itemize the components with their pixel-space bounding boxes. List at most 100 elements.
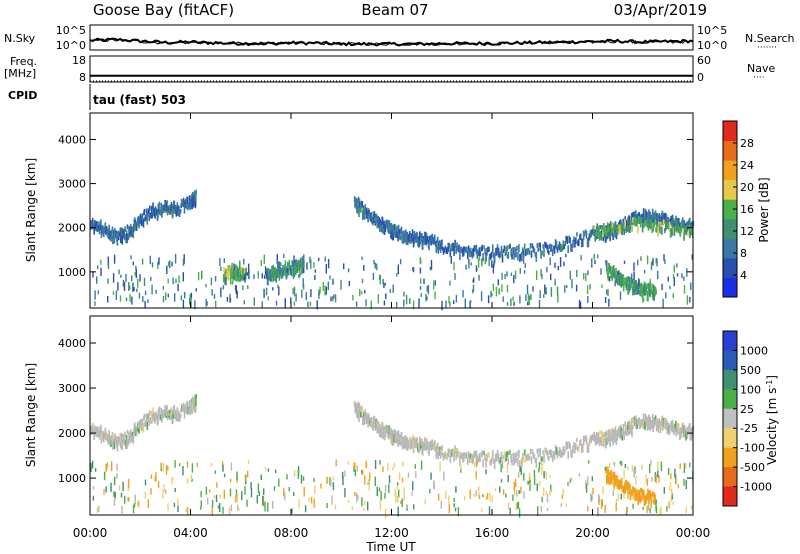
power-echo	[330, 296, 332, 302]
power-echo	[325, 264, 327, 274]
velocity-echo	[566, 441, 568, 450]
velocity-echo	[427, 445, 429, 450]
power-echo	[570, 243, 572, 252]
velocity-echo	[363, 416, 366, 425]
beam-label: Beam 07	[361, 1, 428, 19]
power-echo	[98, 227, 101, 235]
velocity-echo	[273, 486, 276, 491]
power-echo	[564, 241, 567, 246]
power-echo	[125, 274, 127, 283]
power-echo	[381, 217, 384, 225]
power-echo	[514, 247, 516, 257]
power-echo	[277, 262, 279, 269]
power-echo	[601, 226, 603, 231]
velocity-echo	[634, 487, 636, 497]
power-echo	[675, 215, 677, 225]
power-echo	[606, 261, 608, 271]
power-echo	[627, 225, 629, 232]
power-echo	[587, 295, 589, 303]
power-echo	[686, 295, 689, 305]
velocity-echo	[247, 470, 249, 478]
power-echo	[541, 250, 543, 256]
velocity-echo	[173, 405, 176, 411]
velocity-echo	[164, 407, 167, 417]
power-echo	[237, 268, 239, 278]
power-echo	[649, 223, 652, 230]
velocity-echo	[172, 411, 175, 419]
velocity-echo	[180, 408, 182, 413]
power-echo	[223, 266, 225, 273]
power-echo	[519, 295, 521, 304]
xtick-label: 20:00	[575, 526, 610, 540]
velocity-echo	[418, 442, 421, 453]
power-echo	[316, 300, 318, 310]
velocity-echo	[190, 474, 193, 481]
velocity-echo	[509, 449, 511, 455]
velocity-echo	[605, 438, 607, 448]
velocity-echo	[582, 436, 585, 446]
power-echo	[670, 228, 673, 237]
power-echo	[214, 276, 217, 282]
power-echo	[288, 259, 291, 269]
power-echo	[559, 243, 562, 253]
power-echo	[615, 230, 618, 236]
velocity-echo	[635, 475, 637, 485]
velocity-echo	[145, 419, 147, 426]
nsearch-label: N.Search	[745, 32, 795, 45]
power-echo	[383, 228, 386, 235]
power-echo	[575, 284, 578, 292]
power-echo	[292, 275, 295, 279]
power-echo	[183, 205, 186, 214]
power-echo	[450, 256, 452, 264]
power-echo	[419, 231, 421, 239]
power-echo	[666, 223, 669, 229]
power-echo	[270, 274, 273, 282]
velocity-echo	[133, 502, 136, 508]
velocity-echo	[537, 506, 539, 517]
power-echo	[119, 295, 122, 302]
velocity-echo	[627, 466, 629, 470]
power-echo	[524, 248, 527, 257]
velocity-echo	[502, 489, 505, 496]
power-echo	[189, 200, 192, 211]
power-echo	[472, 279, 474, 283]
power-echo	[504, 273, 506, 280]
power-echo	[607, 231, 609, 239]
power-echo	[576, 269, 578, 277]
velocity-echo	[607, 429, 610, 435]
velocity-echo	[428, 448, 430, 457]
velocity-echo	[238, 507, 240, 511]
velocity-echo	[150, 410, 153, 421]
power-echo	[325, 286, 327, 295]
velocity-echo	[403, 492, 405, 501]
power-echo	[619, 291, 622, 300]
velocity-echo	[390, 435, 392, 445]
power-echo	[502, 249, 505, 254]
velocity-echo	[293, 469, 296, 477]
velocity-echo	[274, 469, 277, 474]
velocity-echo	[392, 467, 394, 471]
velocity-echo	[533, 469, 536, 476]
power-echo	[472, 284, 475, 292]
power-echo	[442, 247, 445, 255]
power-echo	[433, 236, 436, 245]
velocity-echo	[415, 438, 418, 449]
power-echo	[536, 243, 539, 248]
power-echo	[263, 275, 266, 279]
velocity-echo	[378, 427, 380, 433]
power-echo	[492, 283, 495, 292]
power-echo	[263, 288, 265, 298]
power-echo	[544, 241, 546, 248]
power-echo	[205, 298, 207, 307]
power-echo	[466, 251, 469, 260]
power-echo	[582, 230, 585, 241]
power-echo	[515, 248, 517, 258]
power-echo	[569, 270, 571, 280]
velocity-echo	[612, 479, 614, 486]
power-echo	[636, 218, 638, 227]
power-echo	[667, 276, 669, 282]
power-echo	[160, 209, 162, 215]
power-echo	[355, 199, 357, 210]
power-echo	[268, 269, 270, 275]
power-echo	[616, 226, 619, 233]
